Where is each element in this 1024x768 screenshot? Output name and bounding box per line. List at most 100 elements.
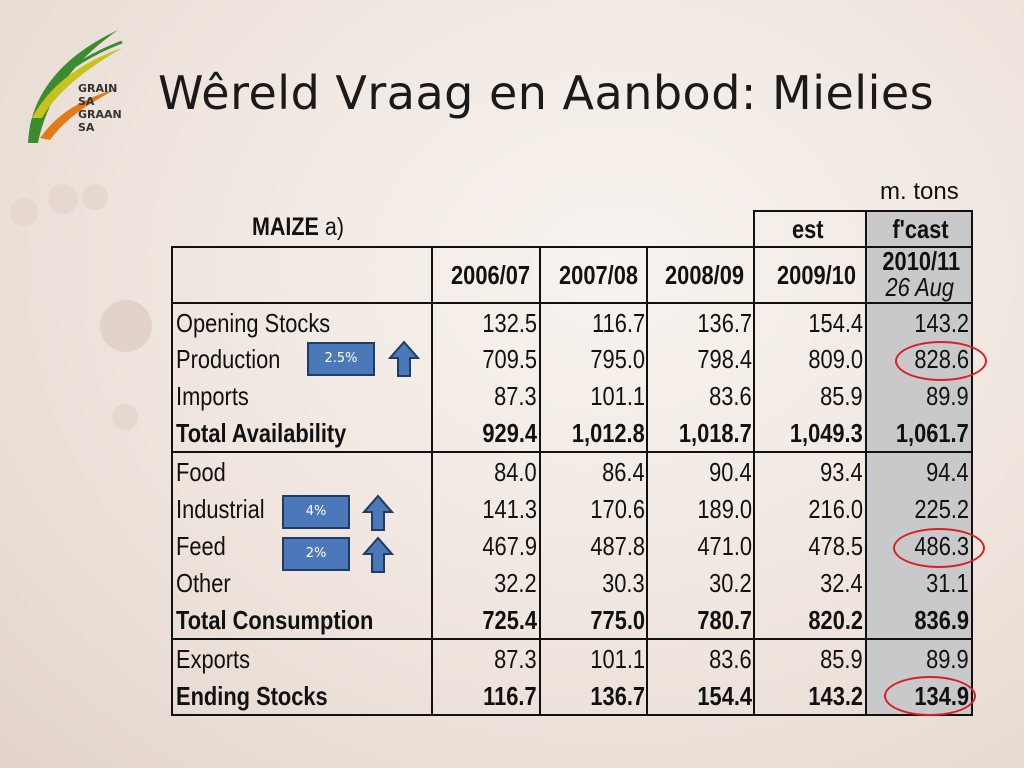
table-cell: 94.4 bbox=[926, 457, 969, 487]
logo-line-2: GRAAN SA bbox=[78, 108, 122, 134]
table-cell: 30.2 bbox=[709, 568, 752, 598]
table-cell: 471.0 bbox=[697, 531, 752, 561]
row-label: Opening Stocks bbox=[176, 308, 331, 338]
table-cell: 929.4 bbox=[482, 418, 537, 448]
up-arrow-icon bbox=[362, 536, 394, 573]
row-label: Food bbox=[176, 457, 226, 487]
table-cell: 216.0 bbox=[808, 494, 863, 524]
row-label: Other bbox=[176, 568, 231, 598]
up-arrow-icon bbox=[362, 494, 394, 531]
table-cell: 487.8 bbox=[590, 531, 645, 561]
table-border bbox=[539, 246, 541, 716]
table-cell: 143.2 bbox=[914, 308, 969, 338]
fcast-column-header: 2010/11 bbox=[882, 246, 961, 276]
growth-badge: 2% bbox=[282, 537, 350, 571]
table-cell: 798.4 bbox=[697, 344, 752, 374]
table-cell: 709.5 bbox=[482, 344, 537, 374]
table-cell: 86.4 bbox=[602, 457, 645, 487]
table-cell: 467.9 bbox=[482, 531, 537, 561]
table-border bbox=[646, 246, 648, 716]
column-header: 2009/10 bbox=[777, 260, 856, 290]
row-label: Production bbox=[176, 344, 281, 374]
table-cell: 132.5 bbox=[482, 308, 537, 338]
highlight-ring bbox=[893, 528, 985, 568]
table-cell: 478.5 bbox=[808, 531, 863, 561]
table-cell: 90.4 bbox=[709, 457, 752, 487]
table-cell: 93.4 bbox=[820, 457, 863, 487]
grain-sa-logo-icon bbox=[28, 30, 123, 143]
table-cell: 809.0 bbox=[808, 344, 863, 374]
table-cell: 1,049.3 bbox=[790, 418, 863, 448]
table-cell: 85.9 bbox=[820, 381, 863, 411]
growth-badge: 2.5% bbox=[307, 342, 375, 376]
table-cell: 87.3 bbox=[494, 381, 537, 411]
table-cell: 89.9 bbox=[926, 381, 969, 411]
table-border bbox=[431, 246, 433, 716]
table-border bbox=[171, 451, 973, 453]
highlight-ring bbox=[884, 676, 976, 716]
table-cell: 1,012.8 bbox=[572, 418, 645, 448]
row-label: Total Consumption bbox=[176, 605, 374, 635]
column-header: 2008/09 bbox=[665, 260, 744, 290]
table-cell: 1,018.7 bbox=[679, 418, 752, 448]
growth-badge: 4% bbox=[282, 495, 350, 529]
unit-label: m. tons bbox=[880, 178, 959, 205]
table-border bbox=[171, 714, 973, 716]
table-cell: 83.6 bbox=[709, 381, 752, 411]
row-label: Feed bbox=[176, 531, 226, 561]
table-cell: 836.9 bbox=[914, 605, 969, 635]
maize-supply-demand-table: est f'cast 2006/07 2007/08 2008/09 2009/… bbox=[171, 210, 973, 716]
table-cell: 154.4 bbox=[808, 308, 863, 338]
table-cell: 30.3 bbox=[602, 568, 645, 598]
decor-circle bbox=[10, 198, 38, 226]
table-cell: 83.6 bbox=[709, 644, 752, 674]
table-cell: 101.1 bbox=[590, 644, 645, 674]
table-cell: 85.9 bbox=[820, 644, 863, 674]
table-border bbox=[171, 302, 973, 304]
table-cell: 820.2 bbox=[808, 605, 863, 635]
table-label-suffix: a) bbox=[324, 213, 344, 241]
table-cell: 32.4 bbox=[820, 568, 863, 598]
row-label: Total Availability bbox=[176, 418, 347, 448]
row-label: Industrial bbox=[176, 494, 265, 524]
table-border bbox=[753, 210, 755, 716]
row-label: Ending Stocks bbox=[176, 681, 328, 711]
table-cell: 89.9 bbox=[926, 644, 969, 674]
up-arrow-icon bbox=[388, 340, 420, 377]
table-cell: 189.0 bbox=[697, 494, 752, 524]
table-cell: 795.0 bbox=[590, 344, 645, 374]
table-cell: 170.6 bbox=[590, 494, 645, 524]
table-cell: 141.3 bbox=[482, 494, 537, 524]
column-header: 2007/08 bbox=[559, 260, 638, 290]
table-label-main: MAIZE bbox=[252, 213, 319, 241]
row-label: Exports bbox=[176, 644, 251, 674]
decor-circle bbox=[82, 184, 108, 210]
table-cell: 116.7 bbox=[591, 308, 645, 338]
table-cell: 31.1 bbox=[926, 568, 969, 598]
table-border bbox=[755, 210, 973, 212]
table-cell: 116.7 bbox=[483, 681, 537, 711]
table-border bbox=[865, 210, 867, 716]
table-cell: 87.3 bbox=[494, 644, 537, 674]
table-cell: 136.7 bbox=[697, 308, 752, 338]
forecast-column-shade bbox=[866, 210, 973, 716]
table-cell: 84.0 bbox=[494, 457, 537, 487]
table-cell: 101.1 bbox=[590, 381, 645, 411]
table-cell: 775.0 bbox=[590, 605, 645, 635]
row-label: Imports bbox=[176, 381, 249, 411]
decor-circle bbox=[100, 300, 152, 352]
table-label: MAIZE a) bbox=[252, 213, 344, 242]
table-cell: 143.2 bbox=[808, 681, 863, 711]
highlight-ring bbox=[895, 341, 987, 381]
page-title: Wêreld Vraag en Aanbod: Mielies bbox=[158, 66, 935, 120]
logo-line-1: GRAIN SA bbox=[78, 82, 118, 108]
table-cell: 154.4 bbox=[697, 681, 752, 711]
table-border bbox=[971, 210, 973, 716]
table-cell: 725.4 bbox=[482, 605, 537, 635]
fcast-header: f'cast bbox=[892, 214, 949, 244]
fcast-date: 26 Aug bbox=[885, 272, 954, 302]
column-header: 2006/07 bbox=[451, 260, 530, 290]
table-cell: 1,061.7 bbox=[896, 418, 969, 448]
grain-sa-logo: GRAIN SA GRAAN SA bbox=[18, 18, 128, 148]
table-cell: 32.2 bbox=[494, 568, 537, 598]
